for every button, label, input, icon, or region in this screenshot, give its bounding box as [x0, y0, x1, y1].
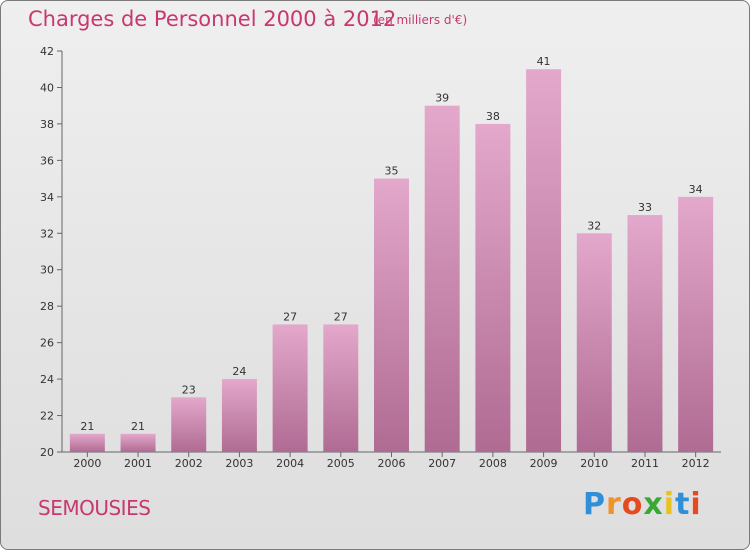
data-label: 34 [689, 183, 703, 196]
x-tick-label: 2006 [378, 457, 406, 470]
y-tick-label: 34 [40, 191, 54, 204]
y-tick-label: 24 [40, 373, 54, 386]
x-tick-label: 2009 [530, 457, 558, 470]
bar-2009 [526, 69, 562, 453]
x-tick-label: 2010 [580, 457, 608, 470]
y-tick-label: 32 [40, 227, 54, 240]
y-tick-label: 20 [40, 446, 54, 459]
y-tick-label: 42 [40, 45, 54, 58]
y-tick-label: 30 [40, 264, 54, 277]
data-label: 21 [80, 420, 94, 433]
data-label: 39 [435, 92, 449, 105]
data-label: 35 [385, 165, 399, 178]
chart-title: Charges de Personnel 2000 à 2012 [28, 7, 397, 31]
y-tick-label: 38 [40, 118, 54, 131]
bar-2008 [475, 123, 511, 452]
x-tick-label: 2002 [175, 457, 203, 470]
logo-letter: P [583, 487, 606, 522]
bar-2007 [424, 105, 460, 452]
logo-letter: t [675, 487, 691, 522]
bar-2000 [69, 433, 105, 452]
y-tick-label: 28 [40, 300, 54, 313]
logo-letter: i [690, 487, 702, 522]
data-label: 27 [283, 310, 297, 323]
x-tick-label: 2000 [73, 457, 101, 470]
logo-letter: x [643, 487, 664, 522]
bar-2003 [221, 379, 257, 452]
x-tick-label: 2007 [428, 457, 456, 470]
data-label: 24 [232, 365, 246, 378]
bar-2005 [323, 324, 359, 452]
logo-letter: r [606, 487, 622, 522]
data-label: 32 [587, 219, 601, 232]
y-tick-label: 26 [40, 337, 54, 350]
x-tick-label: 2004 [276, 457, 304, 470]
bar-2002 [171, 397, 207, 452]
data-label: 23 [182, 383, 196, 396]
bar-2001 [120, 433, 156, 452]
x-tick-label: 2005 [327, 457, 355, 470]
bar-2010 [576, 233, 612, 452]
x-tick-label: 2012 [682, 457, 710, 470]
data-label: 33 [638, 201, 652, 214]
data-label: 27 [334, 310, 348, 323]
y-tick-label: 36 [40, 154, 54, 167]
bar-2012 [678, 196, 714, 452]
logo-letter: i [663, 487, 676, 522]
logo-letter: o [621, 487, 644, 522]
data-label: 21 [131, 420, 145, 433]
chart-subtitle: (en milliers d'€) [373, 13, 468, 27]
y-tick-label: 22 [40, 410, 54, 423]
bar-2011 [627, 215, 663, 452]
bar-2004 [272, 324, 308, 452]
data-label: 41 [537, 55, 551, 68]
y-tick-label: 40 [40, 81, 54, 94]
bar-2006 [374, 178, 409, 452]
proxiti-logo: Proxiti [583, 487, 702, 522]
x-tick-label: 2001 [124, 457, 152, 470]
x-tick-label: 2008 [479, 457, 507, 470]
data-label: 38 [486, 110, 500, 123]
x-tick-label: 2011 [631, 457, 659, 470]
commune-name: SEMOUSIES [38, 496, 151, 520]
x-tick-label: 2003 [225, 457, 253, 470]
